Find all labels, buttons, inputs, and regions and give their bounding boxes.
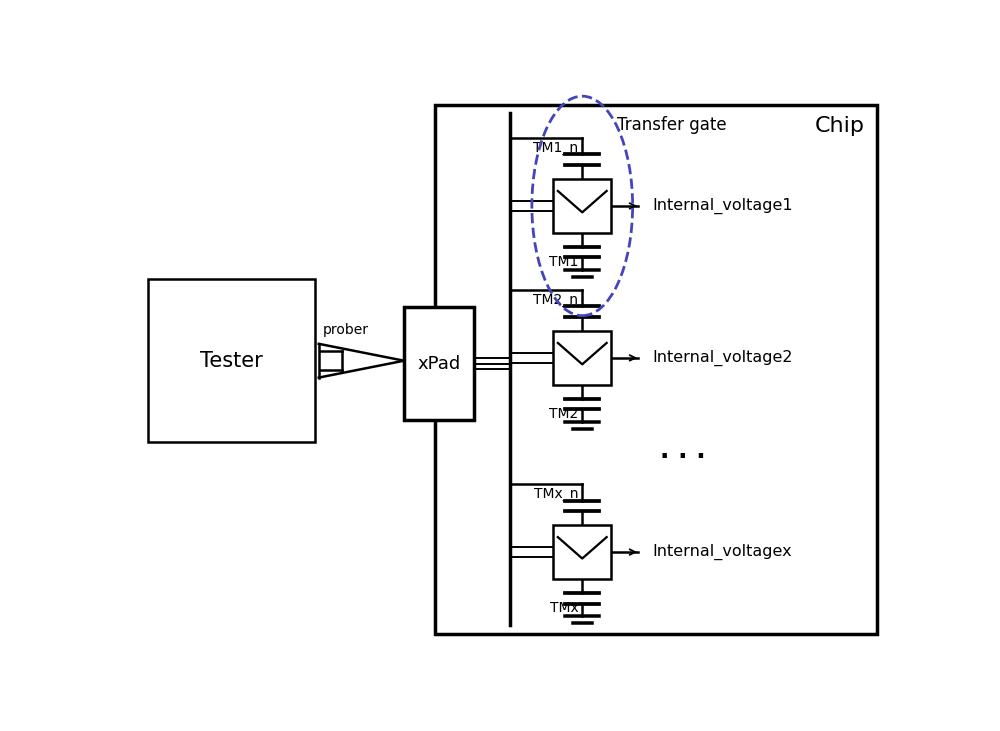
Bar — [148, 279, 315, 442]
Bar — [553, 179, 611, 232]
Text: TMx_n: TMx_n — [534, 487, 578, 501]
Text: Internal_voltage1: Internal_voltage1 — [652, 198, 793, 214]
Bar — [404, 307, 474, 420]
Text: Transfer gate: Transfer gate — [617, 116, 727, 134]
Text: TM2_n: TM2_n — [533, 292, 578, 306]
Bar — [553, 526, 611, 579]
Text: TM2: TM2 — [549, 406, 578, 420]
Text: xPad: xPad — [417, 355, 460, 373]
Text: TMx: TMx — [550, 601, 578, 615]
Text: prober: prober — [323, 323, 369, 337]
Text: . . .: . . . — [660, 439, 706, 463]
Text: Tester: Tester — [200, 351, 263, 371]
Text: TM1: TM1 — [549, 254, 578, 268]
Text: Internal_voltage2: Internal_voltage2 — [652, 350, 793, 366]
Text: Internal_voltagex: Internal_voltagex — [652, 544, 792, 560]
Text: Chip: Chip — [815, 116, 865, 136]
Bar — [553, 331, 611, 385]
Text: TM1_n: TM1_n — [533, 140, 578, 155]
Bar — [435, 105, 877, 634]
